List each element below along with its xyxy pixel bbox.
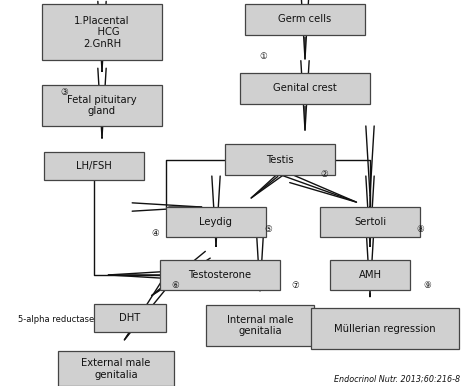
Text: ⑤: ⑤ [264, 225, 272, 234]
FancyBboxPatch shape [42, 4, 162, 60]
Text: ⑦: ⑦ [291, 281, 299, 290]
FancyBboxPatch shape [42, 85, 162, 126]
Text: ⑧: ⑧ [416, 225, 424, 234]
FancyBboxPatch shape [94, 304, 166, 332]
FancyBboxPatch shape [206, 305, 314, 346]
Text: LH/FSH: LH/FSH [76, 161, 112, 171]
Text: Leydig: Leydig [200, 217, 233, 227]
Text: AMH: AMH [358, 270, 382, 280]
Text: ②: ② [320, 170, 328, 179]
Text: Sertoli: Sertoli [354, 217, 386, 227]
FancyBboxPatch shape [330, 260, 410, 290]
Text: 1.Placental
    HCG
2.GnRH: 1.Placental HCG 2.GnRH [74, 16, 130, 49]
FancyBboxPatch shape [225, 144, 335, 175]
FancyBboxPatch shape [44, 152, 144, 180]
FancyBboxPatch shape [320, 207, 420, 237]
FancyBboxPatch shape [311, 308, 459, 349]
Text: Fetal pituitary
gland: Fetal pituitary gland [67, 95, 137, 117]
Text: Testis: Testis [266, 154, 294, 164]
Text: Müllerian regression: Müllerian regression [334, 324, 436, 334]
FancyBboxPatch shape [245, 4, 365, 34]
Text: ⑥: ⑥ [171, 281, 179, 290]
Text: Germ cells: Germ cells [278, 14, 332, 24]
Text: ④: ④ [151, 229, 159, 239]
FancyBboxPatch shape [166, 207, 266, 237]
Text: ⑨: ⑨ [423, 281, 431, 290]
Text: Endocrinol Nutr. 2013;60:216-8: Endocrinol Nutr. 2013;60:216-8 [334, 375, 460, 384]
Text: Internal male
genitalia: Internal male genitalia [227, 315, 293, 337]
FancyBboxPatch shape [160, 260, 280, 290]
Text: Testosterone: Testosterone [189, 270, 252, 280]
Text: ③: ③ [60, 88, 68, 97]
Text: 5-alpha reductase: 5-alpha reductase [18, 315, 94, 323]
Text: ①: ① [259, 52, 267, 61]
Text: External male
genitalia: External male genitalia [82, 358, 151, 379]
Text: Genital crest: Genital crest [273, 83, 337, 93]
Text: DHT: DHT [119, 313, 141, 323]
FancyBboxPatch shape [240, 73, 370, 103]
FancyBboxPatch shape [58, 352, 174, 386]
